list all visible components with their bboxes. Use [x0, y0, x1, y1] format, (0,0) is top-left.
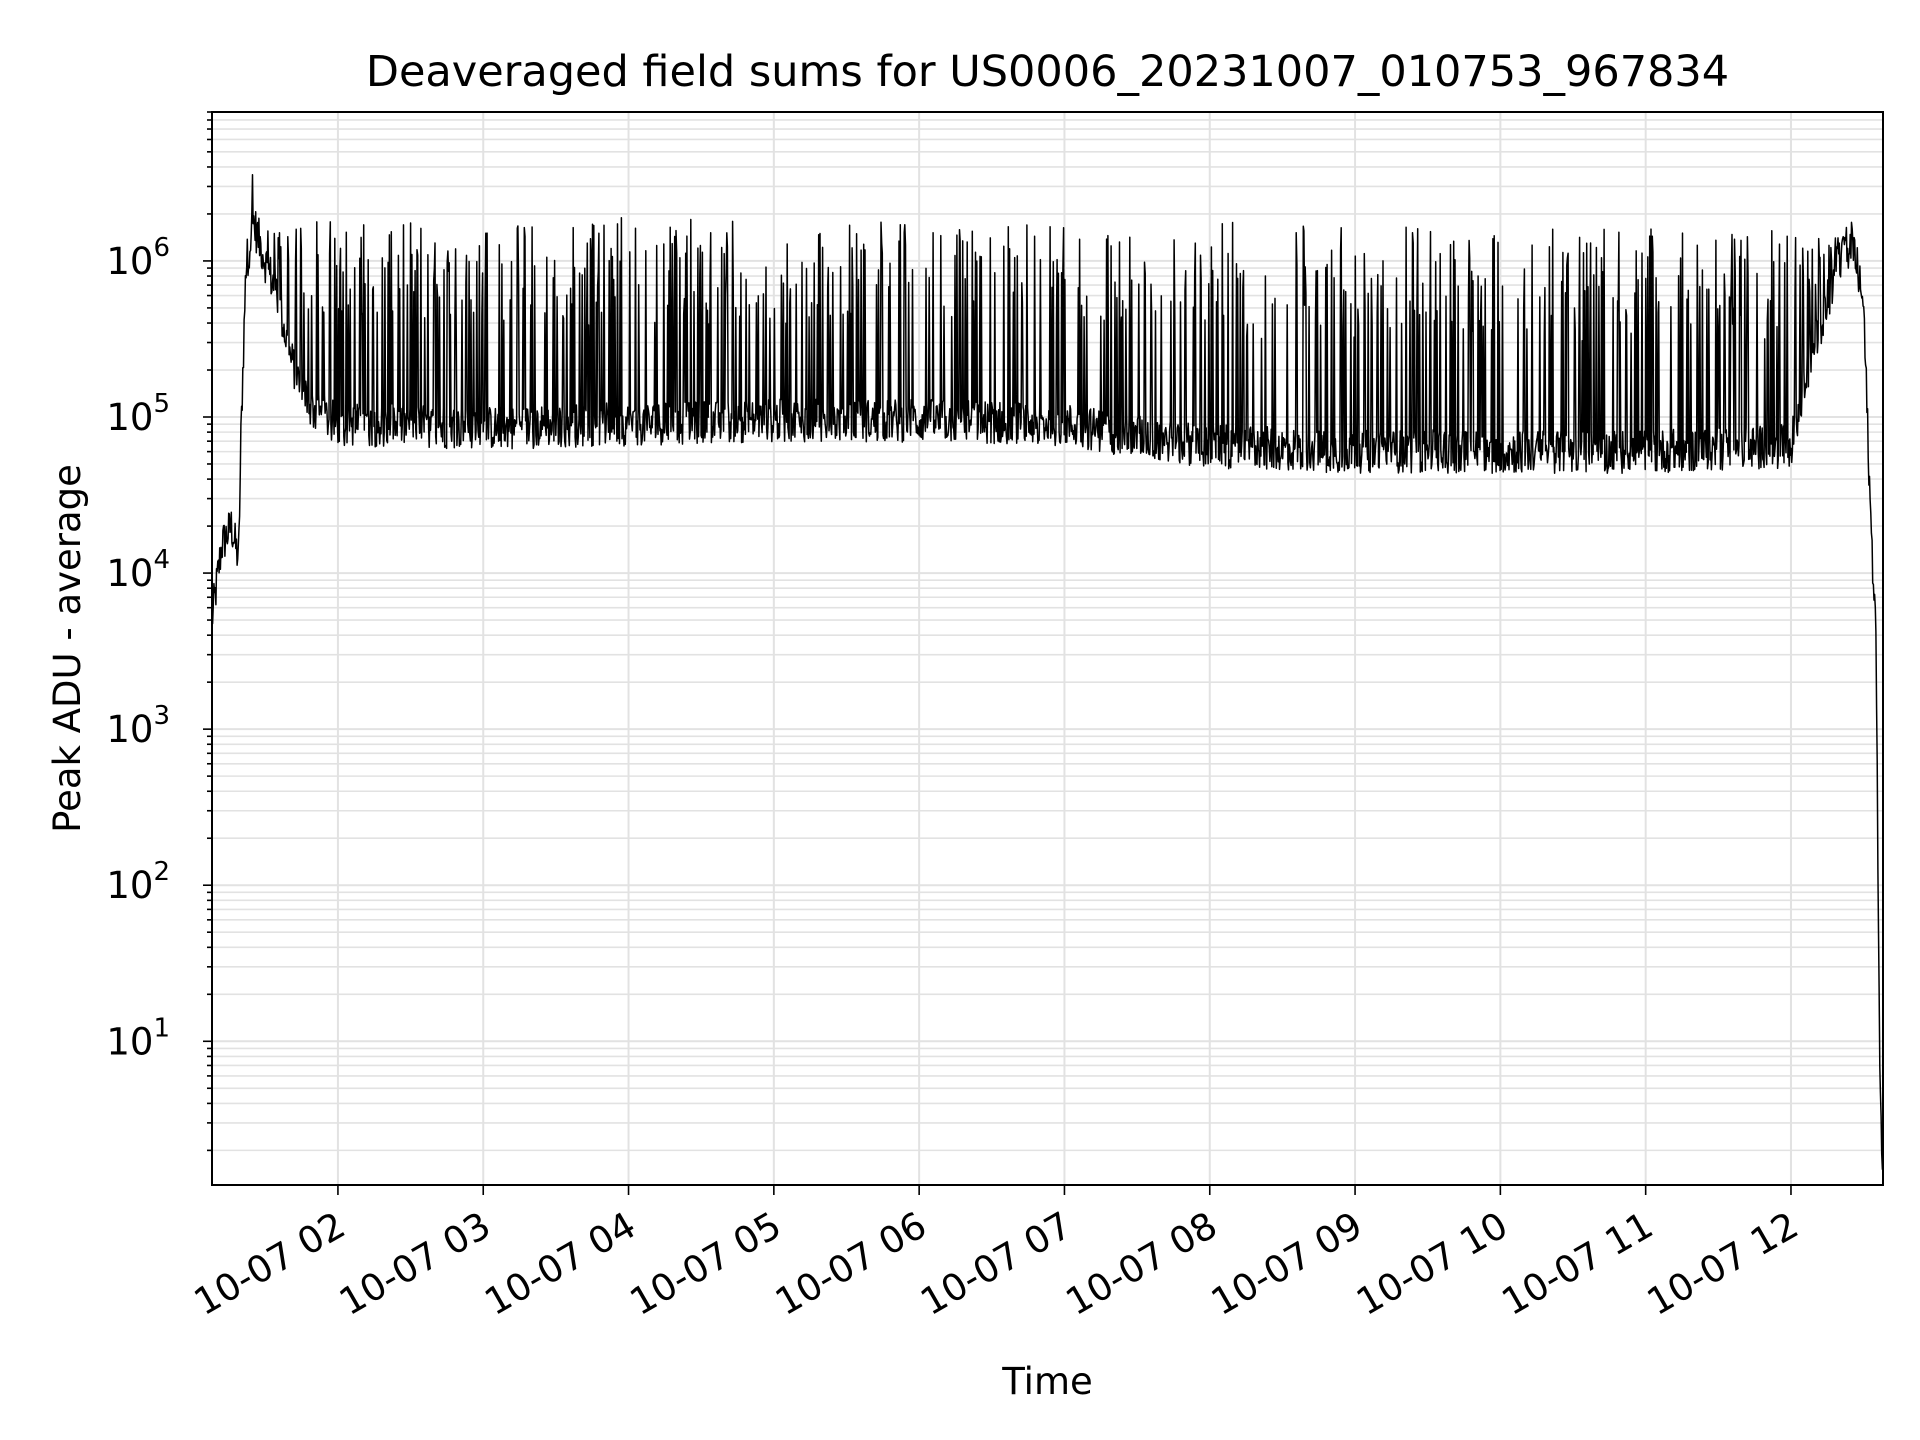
grid-layer: [212, 111, 1883, 1185]
y-tick-label: 106: [106, 233, 170, 283]
x-tick-label: 10-07 05: [623, 1204, 789, 1324]
y-tick-label: 102: [106, 857, 170, 907]
x-tick-label: 10-07 10: [1349, 1204, 1515, 1324]
x-tick-label: 10-07 12: [1640, 1204, 1806, 1324]
y-tick-label: 105: [106, 389, 170, 439]
y-tick-label: 103: [106, 701, 170, 751]
x-tick-label: 10-07 06: [768, 1204, 934, 1324]
x-tick-label: 10-07 04: [477, 1204, 643, 1324]
x-tick-label: 10-07 11: [1495, 1204, 1661, 1324]
x-tick-label: 10-07 09: [1204, 1204, 1370, 1324]
data-layer: [211, 174, 1884, 1171]
y-axis-label: Peak ADU - average: [46, 464, 89, 833]
data-series-line: [211, 174, 1884, 1171]
x-tick-label: 10-07 03: [332, 1204, 498, 1324]
x-tick-label: 10-07 02: [187, 1204, 353, 1324]
chart-title: Deaveraged field sums for US0006_2023100…: [366, 47, 1729, 97]
plot-frame: [211, 111, 1884, 1186]
x-tick-label: 10-07 08: [1059, 1204, 1225, 1324]
x-tick-label: 10-07 07: [913, 1204, 1079, 1324]
y-tick-label: 104: [106, 545, 170, 595]
y-tick-label: 101: [106, 1013, 170, 1063]
x-axis-label: Time: [1001, 1360, 1093, 1403]
